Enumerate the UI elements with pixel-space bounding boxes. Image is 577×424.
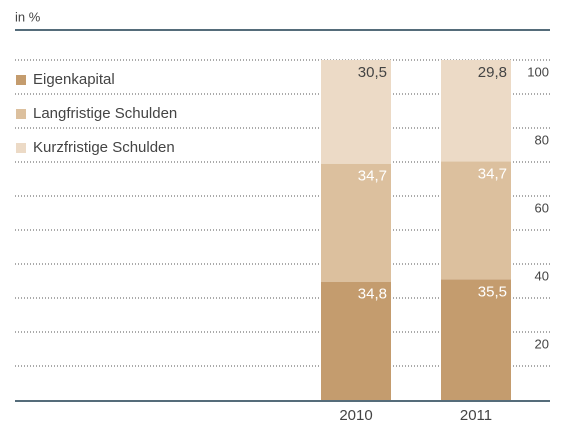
- legend-label: Kurzfristige Schulden: [33, 139, 175, 156]
- value-label: 34,7: [358, 168, 387, 185]
- bar-segment: [441, 161, 511, 280]
- legend-swatch: [16, 75, 26, 85]
- value-label: 34,7: [478, 165, 507, 182]
- chart-title: in %: [15, 9, 41, 24]
- bar-segment: [441, 60, 511, 162]
- legend-swatch: [16, 109, 26, 119]
- y-tick-label: 60: [535, 200, 549, 215]
- bar-segment: [321, 281, 391, 400]
- legend-label: Langfristige Schulden: [33, 105, 177, 122]
- legend-label: Eigenkapital: [33, 71, 115, 88]
- value-label: 29,8: [478, 64, 507, 81]
- y-tick-label: 80: [535, 132, 549, 147]
- bar-segment: [441, 279, 511, 400]
- x-tick-label: 2010: [339, 407, 372, 424]
- value-label: 30,5: [358, 64, 387, 81]
- bar-segment: [321, 60, 391, 164]
- value-label: 35,5: [478, 283, 507, 300]
- legend-swatch: [16, 143, 26, 153]
- y-tick-label: 20: [535, 336, 549, 351]
- value-label: 34,8: [358, 286, 387, 303]
- y-tick-label: 100: [527, 64, 549, 79]
- bar-segment: [321, 163, 391, 282]
- x-tick-label: 2011: [460, 407, 492, 424]
- y-tick-label: 40: [535, 268, 549, 283]
